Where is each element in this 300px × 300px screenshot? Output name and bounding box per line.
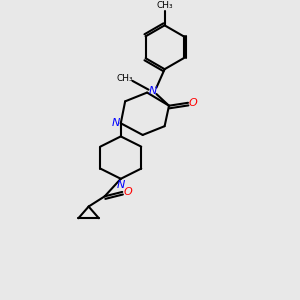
Text: CH₃: CH₃ xyxy=(156,1,173,10)
Text: N: N xyxy=(149,86,157,96)
Text: N: N xyxy=(111,118,120,128)
Text: O: O xyxy=(123,187,132,197)
Text: O: O xyxy=(189,98,198,108)
Text: CH₃: CH₃ xyxy=(117,74,134,83)
Text: N: N xyxy=(117,180,125,190)
